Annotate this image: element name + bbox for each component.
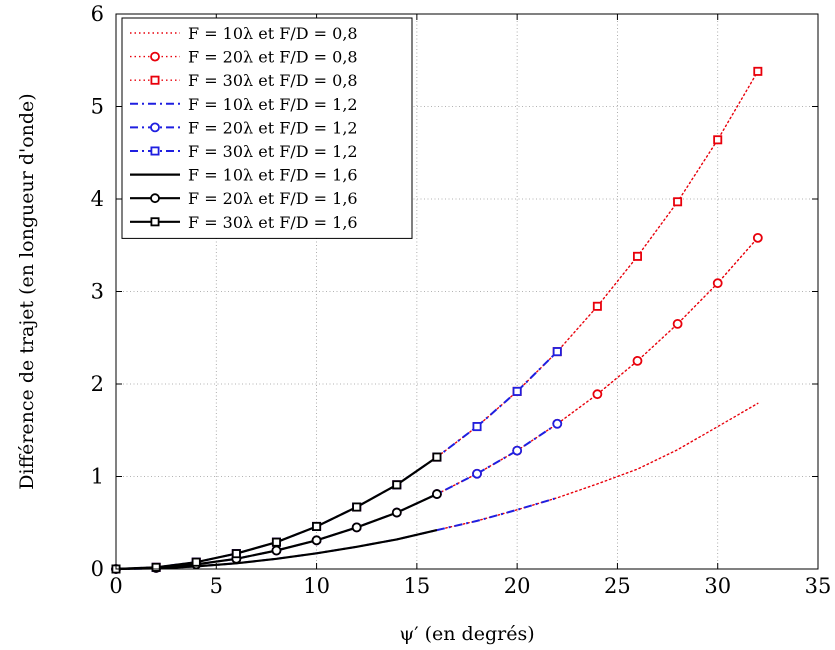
y-tick-label: 6 — [91, 2, 104, 26]
legend-label: F = 10λ et F/D = 0,8 — [188, 24, 358, 43]
data-point — [352, 502, 362, 512]
data-point — [231, 549, 241, 559]
data-point — [552, 347, 562, 357]
data-point — [311, 535, 322, 546]
data-point — [432, 452, 442, 462]
x-tick-label: 30 — [704, 574, 731, 598]
data-point — [150, 75, 160, 85]
data-point — [150, 51, 160, 62]
data-point — [150, 146, 160, 156]
ticks: 0 5 10 15 20 25 30 35 0 1 2 3 4 5 6 — [91, 2, 832, 598]
series-layer — [111, 66, 763, 574]
data-point — [672, 318, 683, 329]
data-point — [392, 480, 402, 490]
series-group — [111, 452, 442, 574]
y-tick-label: 0 — [91, 557, 104, 581]
data-point — [312, 521, 322, 531]
data-point — [512, 445, 523, 456]
x-tick-label: 0 — [109, 574, 122, 598]
data-point — [150, 122, 160, 133]
legend-entry: F = 30λ et F/D = 1,6 — [130, 213, 358, 232]
y-tick-label: 1 — [91, 465, 104, 489]
y-tick-label: 2 — [91, 372, 104, 396]
data-point — [472, 468, 482, 479]
data-point — [592, 301, 602, 311]
data-point — [150, 217, 160, 227]
legend-label: F = 20λ et F/D = 0,8 — [188, 48, 358, 67]
data-point — [632, 251, 642, 261]
x-tick-label: 10 — [303, 574, 330, 598]
legend-label: F = 10λ et F/D = 1,6 — [188, 166, 358, 185]
legend-label: F = 30λ et F/D = 1,6 — [188, 213, 358, 232]
data-point — [512, 386, 522, 396]
legend-entry: F = 20λ et F/D = 0,8 — [130, 48, 358, 67]
y-axis-label: Différence de trajet (en longueur d'onde… — [16, 93, 38, 489]
y-tick-label: 5 — [91, 95, 104, 119]
legend-entry: F = 10λ et F/D = 0,8 — [130, 24, 358, 43]
data-point — [191, 557, 201, 567]
x-tick-label: 20 — [504, 574, 531, 598]
legend-entry: F = 20λ et F/D = 1,2 — [130, 118, 358, 137]
legend-label: F = 20λ et F/D = 1,6 — [188, 189, 358, 208]
legend-entry: F = 10λ et F/D = 1,6 — [130, 166, 358, 185]
y-tick-label: 3 — [91, 280, 104, 304]
data-point — [752, 232, 763, 243]
x-tick-label: 35 — [805, 574, 832, 598]
data-point — [150, 193, 160, 204]
data-point — [552, 418, 563, 429]
data-point — [351, 522, 362, 533]
legend-entry: F = 20λ et F/D = 1,6 — [130, 189, 358, 208]
data-point — [713, 135, 723, 145]
y-tick-label: 4 — [91, 187, 104, 211]
legend-label: F = 20λ et F/D = 1,2 — [188, 118, 358, 137]
x-axis-label: ψ′ (en degrés) — [399, 623, 534, 645]
legend-label: F = 30λ et F/D = 0,8 — [188, 71, 358, 90]
legend-label: F = 30λ et F/D = 1,2 — [188, 142, 358, 161]
data-point — [753, 66, 763, 76]
x-tick-label: 5 — [210, 574, 223, 598]
data-point — [592, 389, 603, 400]
data-point — [271, 545, 282, 556]
data-point — [712, 278, 723, 289]
legend-entry: F = 30λ et F/D = 1,2 — [130, 142, 358, 161]
x-tick-label: 25 — [604, 574, 631, 598]
legend-entry: F = 10λ et F/D = 1,2 — [130, 95, 358, 114]
data-point — [673, 197, 683, 207]
legend-entry: F = 30λ et F/D = 0,8 — [130, 71, 358, 90]
x-tick-label: 15 — [403, 574, 430, 598]
data-point — [632, 355, 643, 366]
data-point — [271, 537, 281, 547]
data-point — [151, 562, 161, 572]
data-point — [472, 422, 482, 432]
data-point — [391, 507, 402, 518]
data-point — [432, 489, 442, 499]
legend: F = 10λ et F/D = 0,8 F = 20λ et F/D = 0,8… — [121, 17, 413, 239]
legend-label: F = 10λ et F/D = 1,2 — [188, 95, 358, 114]
